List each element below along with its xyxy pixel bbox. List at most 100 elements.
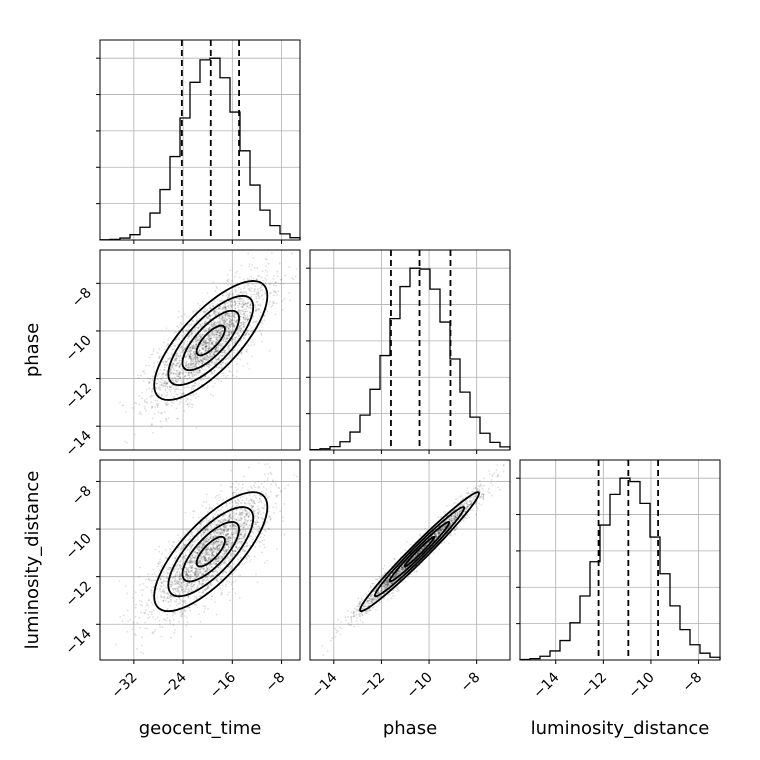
sample-point xyxy=(161,581,163,584)
sample-point xyxy=(243,546,246,548)
sample-point xyxy=(205,527,208,529)
sample-point xyxy=(199,569,201,571)
sample-point xyxy=(191,544,193,547)
sample-point xyxy=(170,372,172,375)
sample-point xyxy=(199,543,202,546)
sample-point xyxy=(186,574,189,577)
sample-point xyxy=(191,347,194,349)
sample-point xyxy=(214,331,216,334)
sample-point xyxy=(232,325,235,328)
sample-point xyxy=(158,388,160,391)
sample-point xyxy=(235,480,237,483)
sample-point xyxy=(228,344,231,347)
sample-point xyxy=(192,393,195,396)
sample-point xyxy=(207,341,209,344)
sample-point xyxy=(236,328,239,331)
sample-point xyxy=(157,393,160,395)
sample-point xyxy=(175,357,178,360)
sample-point xyxy=(215,546,218,549)
sample-point xyxy=(234,502,237,505)
sample-point xyxy=(212,515,215,517)
sample-point xyxy=(228,334,230,337)
sample-point xyxy=(246,277,249,280)
sample-point xyxy=(214,333,217,336)
sample-point xyxy=(211,333,214,336)
sample-point xyxy=(233,316,236,319)
sample-point xyxy=(187,328,190,331)
sample-point xyxy=(214,540,217,543)
sample-point xyxy=(218,555,221,558)
sample-point xyxy=(219,527,222,529)
sample-point xyxy=(212,331,214,333)
sample-point xyxy=(179,585,182,588)
sample-point xyxy=(177,316,180,319)
sample-point xyxy=(201,579,204,582)
sample-point xyxy=(231,353,234,356)
sample-point xyxy=(208,342,211,345)
sample-point xyxy=(204,559,207,562)
sample-point xyxy=(233,527,236,530)
sample-point xyxy=(215,578,218,581)
sample-point xyxy=(172,387,175,390)
sample-point xyxy=(196,587,199,590)
sample-point xyxy=(211,552,214,555)
sample-point xyxy=(222,374,225,377)
sample-point xyxy=(219,347,222,350)
sample-point xyxy=(179,377,182,380)
sample-point xyxy=(246,350,248,353)
sample-point xyxy=(198,546,201,549)
sample-point xyxy=(222,515,225,517)
sample-point xyxy=(168,568,171,571)
sample-point xyxy=(221,531,224,534)
sample-point xyxy=(253,512,256,515)
sample-point xyxy=(160,412,163,415)
sample-point xyxy=(176,325,179,328)
sample-point xyxy=(227,331,230,333)
sample-point xyxy=(211,554,214,557)
sample-point xyxy=(172,372,175,375)
sample-point xyxy=(240,513,243,516)
sample-point xyxy=(234,290,237,293)
sample-point xyxy=(217,560,220,563)
sample-point xyxy=(166,385,169,388)
sample-point xyxy=(224,518,227,521)
sample-point xyxy=(258,275,261,278)
sample-point xyxy=(239,330,242,332)
sample-point xyxy=(262,298,265,301)
sample-point xyxy=(197,341,199,344)
sample-point xyxy=(177,567,180,570)
sample-point xyxy=(238,537,241,540)
sample-point xyxy=(204,581,207,583)
sample-point xyxy=(142,380,145,382)
sample-point xyxy=(201,556,204,559)
sample-point xyxy=(195,319,198,322)
sample-point xyxy=(115,643,118,646)
sample-point xyxy=(160,355,163,358)
sample-point xyxy=(182,590,185,593)
sample-point xyxy=(174,557,177,560)
sample-point xyxy=(156,378,159,380)
sample-point xyxy=(224,570,227,573)
sample-point xyxy=(209,562,212,565)
sample-point xyxy=(206,354,209,357)
sample-point xyxy=(225,533,227,536)
sample-point xyxy=(205,349,208,352)
sample-point xyxy=(216,298,219,301)
sample-point xyxy=(170,371,173,374)
sample-point xyxy=(177,585,180,588)
sample-point xyxy=(189,356,192,359)
sample-point xyxy=(220,333,222,336)
sample-point xyxy=(257,274,259,277)
sample-point xyxy=(217,544,220,547)
sample-point xyxy=(206,548,209,551)
sample-point xyxy=(178,575,181,578)
sample-point xyxy=(185,329,188,332)
sample-point xyxy=(177,355,180,358)
sample-point xyxy=(190,332,193,335)
sample-point xyxy=(259,498,262,500)
sample-point xyxy=(196,356,199,359)
sample-point xyxy=(223,351,226,354)
sample-point xyxy=(121,404,124,407)
sample-point xyxy=(212,305,215,307)
sample-point xyxy=(203,544,206,546)
